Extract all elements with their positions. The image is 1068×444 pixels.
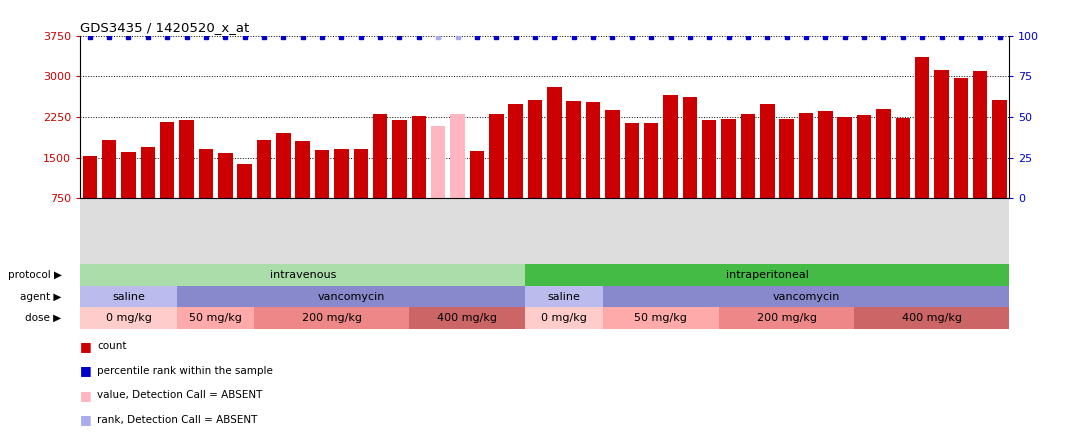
Bar <box>80 286 177 307</box>
Bar <box>82 156 97 239</box>
Bar <box>719 307 854 329</box>
Bar <box>682 97 697 239</box>
Bar <box>915 57 929 239</box>
Text: rank, Detection Call = ABSENT: rank, Detection Call = ABSENT <box>97 415 257 424</box>
Text: ■: ■ <box>80 388 92 402</box>
Bar <box>702 119 717 239</box>
Bar <box>101 140 116 239</box>
Text: percentile rank within the sample: percentile rank within the sample <box>97 366 273 376</box>
Text: ■: ■ <box>80 340 92 353</box>
Text: count: count <box>97 341 127 351</box>
Text: ■: ■ <box>80 413 92 426</box>
Bar <box>122 152 136 239</box>
Bar <box>566 101 581 239</box>
Text: 0 mg/kg: 0 mg/kg <box>541 313 587 323</box>
Bar <box>606 110 619 239</box>
Bar <box>721 119 736 239</box>
Bar <box>179 119 193 239</box>
Text: dose ▶: dose ▶ <box>26 313 62 323</box>
Text: vancomycin: vancomycin <box>317 292 384 301</box>
Text: saline: saline <box>112 292 145 301</box>
Bar <box>854 307 1009 329</box>
Text: vancomycin: vancomycin <box>772 292 839 301</box>
Bar <box>818 111 833 239</box>
Text: saline: saline <box>548 292 581 301</box>
Bar <box>528 99 543 239</box>
Bar <box>80 265 525 286</box>
Bar <box>409 307 525 329</box>
Bar <box>256 140 271 239</box>
Text: intravenous: intravenous <box>269 270 336 280</box>
Bar <box>547 87 562 239</box>
Text: protocol ▶: protocol ▶ <box>7 270 62 280</box>
Bar <box>602 307 719 329</box>
Bar <box>644 123 658 239</box>
Bar <box>237 164 252 239</box>
Bar <box>525 307 602 329</box>
Bar <box>954 78 968 239</box>
Bar <box>992 100 1007 239</box>
Bar <box>451 114 465 239</box>
Text: 0 mg/kg: 0 mg/kg <box>106 313 152 323</box>
Bar <box>373 114 388 239</box>
Text: 200 mg/kg: 200 mg/kg <box>756 313 817 323</box>
Bar <box>411 116 426 239</box>
Bar <box>177 286 525 307</box>
Text: agent ▶: agent ▶ <box>20 292 62 301</box>
Bar <box>663 95 678 239</box>
Bar <box>837 117 852 239</box>
Bar <box>525 265 1009 286</box>
Text: 400 mg/kg: 400 mg/kg <box>437 313 498 323</box>
Bar <box>934 70 948 239</box>
Text: ■: ■ <box>80 364 92 377</box>
Bar <box>508 104 523 239</box>
Bar <box>296 141 310 239</box>
Text: intraperitoneal: intraperitoneal <box>726 270 808 280</box>
Text: value, Detection Call = ABSENT: value, Detection Call = ABSENT <box>97 390 263 400</box>
Bar <box>177 307 254 329</box>
Text: 200 mg/kg: 200 mg/kg <box>302 313 362 323</box>
Bar <box>277 133 290 239</box>
Bar <box>760 104 774 239</box>
Bar <box>392 119 407 239</box>
Bar <box>218 153 233 239</box>
Text: 50 mg/kg: 50 mg/kg <box>189 313 242 323</box>
Text: GDS3435 / 1420520_x_at: GDS3435 / 1420520_x_at <box>80 21 249 34</box>
Text: 50 mg/kg: 50 mg/kg <box>634 313 688 323</box>
Bar <box>160 123 174 239</box>
Bar <box>625 123 639 239</box>
Bar <box>586 102 600 239</box>
Bar <box>876 109 891 239</box>
Bar <box>973 71 988 239</box>
Bar <box>354 150 368 239</box>
Bar <box>254 307 409 329</box>
Bar <box>334 150 348 239</box>
Bar <box>857 115 871 239</box>
Bar <box>315 150 329 239</box>
Bar <box>896 118 910 239</box>
Bar <box>470 151 484 239</box>
Text: 400 mg/kg: 400 mg/kg <box>901 313 962 323</box>
Bar <box>525 286 602 307</box>
Bar <box>799 113 813 239</box>
Bar <box>741 114 755 239</box>
Bar <box>489 114 503 239</box>
Bar <box>780 119 794 239</box>
Bar <box>431 126 445 239</box>
Bar <box>602 286 1009 307</box>
Bar <box>141 147 155 239</box>
Bar <box>80 307 177 329</box>
Bar <box>199 149 214 239</box>
